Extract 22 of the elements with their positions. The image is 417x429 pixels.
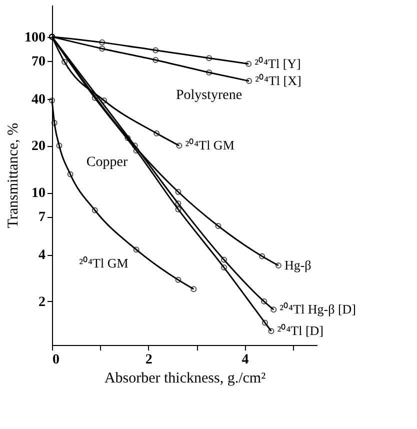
annotation: Copper [86,155,128,170]
series-label: ²⁰⁴Tl Hg-β [D] [280,302,356,317]
y-tick-label: 2 [38,294,46,310]
y-tick-label: 40 [32,92,46,108]
x-tick-label: 4 [242,352,249,368]
annotation: Polystyrene [176,88,242,103]
y-tick-label: 4 [38,248,46,264]
y-tick-label: 100 [24,30,46,46]
y-axis-title: Transmittance, % [6,122,22,228]
series-label: ²⁰⁴Tl GM [185,138,235,153]
y-tick-label: 7 [38,210,46,226]
series-label: ²⁰⁴Tl [X] [255,73,302,88]
series-label: Hg-β [284,258,312,273]
x-axis-title: Absorber thickness, g./cm² [104,370,266,386]
series-label: ²⁰⁴Tl GM [79,256,129,271]
y-tick-label: 10 [32,186,46,202]
x-tick-label: 2 [145,352,152,368]
y-tick-label: 70 [32,54,46,70]
y-tick-label: 20 [32,139,46,154]
series-label: ²⁰⁴Tl [D] [277,323,324,338]
x-tick-label: 0 [52,352,60,368]
series-label: ²⁰⁴Tl [Y] [254,56,301,71]
